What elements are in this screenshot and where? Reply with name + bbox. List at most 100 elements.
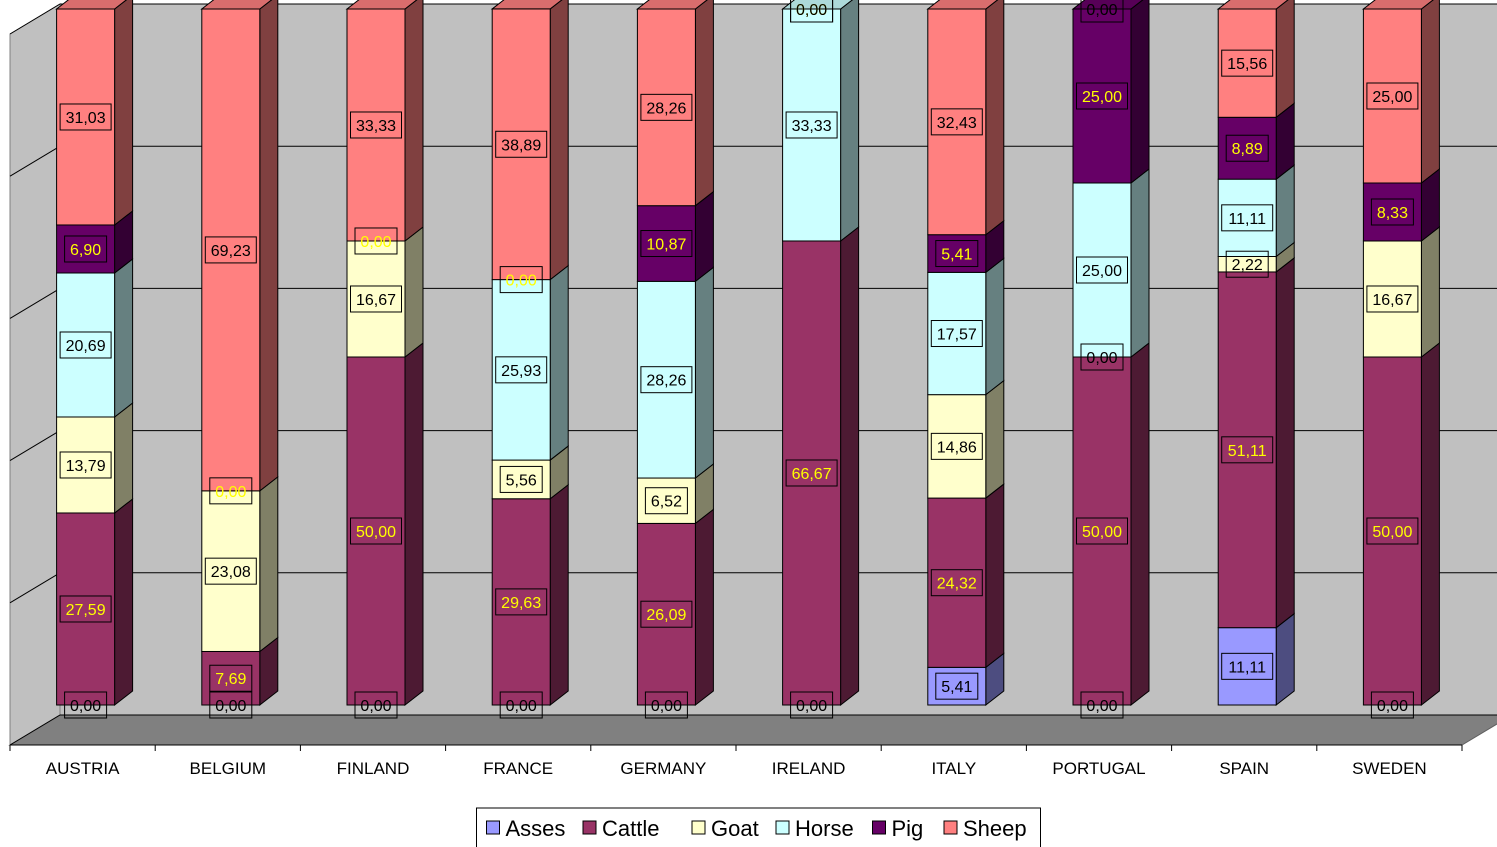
bar-side-horse	[985, 257, 1005, 396]
data-label-box	[495, 356, 548, 384]
data-label-belgium-goat: 23,08	[204, 557, 257, 585]
bar-side-horse	[840, 0, 860, 242]
data-label-austria-asses: 0,00	[64, 691, 108, 719]
data-label-text: 8,33	[1377, 205, 1408, 222]
bar-segment-pig	[1217, 116, 1277, 180]
gridline-side	[9, 714, 61, 746]
data-label-box	[1076, 517, 1128, 545]
data-label-text: 33,33	[792, 118, 832, 135]
data-label-box	[1221, 652, 1274, 680]
data-label-sweden-goat: 16,67	[1366, 285, 1419, 313]
legend-swatch	[582, 820, 597, 835]
data-label-austria-cattle: 27,59	[59, 595, 112, 623]
data-label-finland-goat: 16,67	[350, 285, 402, 313]
bar-segment-cattle	[56, 512, 116, 706]
data-label-text: 15,56	[1227, 56, 1267, 73]
data-label-text: 23,08	[211, 564, 251, 581]
legend-label: Horse	[795, 816, 854, 841]
bar-segment-cattle	[491, 498, 551, 706]
data-label-box	[204, 557, 257, 585]
data-label-text: 24,32	[937, 576, 977, 593]
bar-top	[345, 0, 418, 10]
data-label-text: 51,11	[1228, 443, 1267, 460]
data-label-italy-horse: 17,57	[930, 320, 983, 348]
legend-item-sheep: Sheep	[943, 816, 1027, 841]
bar-side-goat	[985, 379, 1005, 500]
bar-top	[490, 0, 563, 10]
gridline-side	[9, 430, 61, 462]
legend-label: Pig	[892, 816, 924, 841]
bar-finland	[345, 0, 424, 707]
data-label-text: 50,00	[356, 524, 396, 541]
data-label-text: 0,00	[360, 698, 391, 715]
data-label-text: 0,00	[796, 2, 827, 19]
data-label-box	[1366, 285, 1419, 313]
data-label-text: 0,00	[1086, 698, 1117, 715]
bar-top	[1361, 0, 1434, 10]
data-label-box	[64, 691, 108, 719]
x-tick-label: IRELAND	[772, 759, 846, 778]
data-label-austria-goat: 13,79	[59, 451, 112, 479]
data-label-text: 16,67	[356, 292, 396, 309]
legend-swatch	[872, 820, 886, 835]
data-label-box	[499, 266, 543, 294]
bar-side-goat	[259, 475, 279, 653]
data-label-spain-horse: 11,11	[1221, 204, 1274, 232]
data-label-text: 0,00	[360, 234, 391, 251]
data-label-text: 14,86	[937, 439, 977, 456]
data-label-text: 25,93	[501, 363, 541, 380]
data-label-belgium-asses: 0,00	[209, 691, 253, 719]
data-label-box	[640, 230, 693, 258]
data-label-spain-goat: 2,22	[1225, 250, 1269, 278]
data-label-box	[1225, 250, 1269, 278]
bar-segment-pig	[1072, 8, 1132, 184]
data-label-box	[785, 459, 838, 487]
data-label-box	[59, 451, 112, 479]
legend-label: Sheep	[963, 816, 1027, 841]
bar-side-horse	[1130, 167, 1150, 359]
legend-swatch	[943, 820, 958, 835]
bar-belgium	[200, 0, 279, 707]
bar-segment-sheep	[201, 8, 261, 492]
data-label-box	[209, 477, 253, 505]
data-label-text: 28,26	[646, 373, 686, 390]
data-label-box	[930, 108, 983, 136]
bar-side-sheep	[549, 0, 569, 281]
side-wall	[9, 3, 61, 746]
bar-side-cattle	[1275, 256, 1295, 629]
data-label-ireland-cattle: 66,67	[785, 459, 838, 487]
data-label-ireland-horse: 33,33	[785, 111, 838, 139]
data-label-text: 25,00	[1082, 263, 1122, 280]
data-label-italy-asses: 5,41	[935, 672, 979, 700]
data-label-text: 29,63	[501, 595, 541, 612]
data-label-box	[1366, 82, 1419, 110]
data-label-box	[644, 691, 688, 719]
data-label-belgium-sheep: 69,23	[204, 236, 257, 264]
bar-segment-cattle	[1217, 271, 1277, 629]
legend-label: Goat	[711, 816, 759, 841]
bars	[55, 0, 1440, 707]
data-label-italy-cattle: 24,32	[930, 569, 983, 597]
bar-side-sheep	[694, 0, 714, 207]
legend-item-pig: Pig	[872, 816, 924, 841]
data-label-box	[1076, 82, 1128, 110]
x-tick-label: AUSTRIA	[46, 759, 120, 778]
bar-segment-cattle	[201, 650, 261, 706]
bar-top	[1071, 0, 1144, 10]
bar-segment-horse	[1217, 178, 1277, 257]
data-label-germany-sheep: 28,26	[640, 93, 693, 121]
data-label-text: 25,00	[1082, 89, 1122, 106]
x-axis: AUSTRIA BELGIUM FINLAND FRANCE GERMANY IRELAN…	[9, 744, 1463, 778]
data-label-text: 0,00	[1086, 2, 1117, 19]
data-label-ireland-asses: 0,00	[790, 691, 834, 719]
data-label-text: 33,33	[356, 118, 396, 135]
data-label-text: 2,22	[1232, 257, 1263, 274]
bar-side-sheep	[404, 0, 424, 242]
data-label-text: 17,57	[937, 327, 977, 344]
bar-segment-sheep	[636, 8, 696, 207]
data-label-portugal-sheep: 0,00	[1080, 0, 1124, 23]
bar-austria	[55, 0, 134, 707]
legend-label: Asses	[506, 816, 566, 841]
data-label-germany-goat: 6,52	[644, 487, 688, 515]
gridline-side	[9, 3, 61, 35]
